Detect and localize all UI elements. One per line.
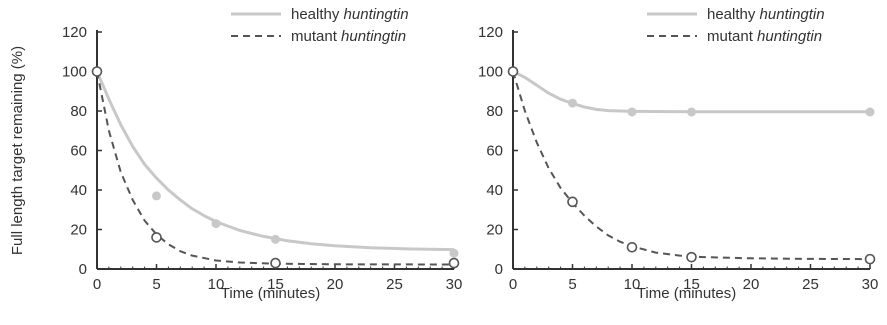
data-point: [627, 107, 637, 117]
chart-panel-2: 0 20 40 60 80 100 120 0 5 10 15 20 25 30 Time (minutes…: [478, 6, 878, 302]
data-point: [507, 66, 519, 77]
y-tick-label: 0: [495, 261, 503, 278]
x-tick-label: 25: [802, 276, 819, 293]
x-tick-label: 10: [208, 276, 225, 293]
chart-panel-1: 0 20 40 60 80 100 120 0 5 10 15 20 25 30 Time (minutes…: [9, 6, 462, 302]
data-point: [449, 248, 459, 258]
y-tick-label: 20: [70, 222, 87, 239]
x-axis-title: Time (minutes): [637, 285, 736, 302]
legend-label-prefix: mutant: [291, 28, 341, 45]
data-point: [271, 234, 280, 244]
data-point: [626, 241, 638, 253]
data-point: [568, 98, 577, 108]
data-point: [211, 219, 221, 229]
y-tick-label: 100: [62, 64, 87, 81]
y-tick-label: 40: [486, 182, 503, 199]
x-tick-label: 15: [267, 276, 284, 293]
x-tick-label: 25: [386, 276, 403, 293]
legend-label-gene: huntingtin: [341, 28, 406, 45]
x-tick-label: 20: [327, 276, 344, 293]
series-fit-line: [96, 71, 455, 266]
x-tick-label: 30: [446, 276, 463, 293]
y-tick-label: 60: [70, 143, 87, 160]
data-point: [448, 257, 460, 269]
x-tick-label: 15: [683, 276, 700, 293]
legend-label-gene: huntingtin: [760, 6, 825, 23]
y-tick-label: 80: [486, 103, 503, 120]
y-tick-label: 120: [62, 24, 87, 41]
legend-label: healthy huntingtin: [707, 6, 825, 23]
x-tick-label: 20: [743, 276, 760, 293]
y-tick-label: 0: [79, 261, 87, 278]
legend-label: healthy huntingtin: [291, 6, 409, 23]
y-axis-title: Full length target remaining (%): [9, 46, 26, 255]
data-point: [270, 257, 281, 269]
y-tick-label: 100: [478, 64, 503, 81]
y-tick-label: 20: [486, 222, 503, 239]
series-healthy: [92, 67, 459, 258]
x-tick-label: 10: [624, 276, 641, 293]
data-point: [865, 107, 875, 117]
legend-label: mutant huntingtin: [291, 28, 406, 45]
legend-label-prefix: healthy: [707, 6, 760, 23]
x-tick-label: 30: [862, 276, 879, 293]
series-healthy: [508, 67, 875, 117]
x-tick-label: 0: [509, 276, 517, 293]
data-point: [91, 66, 103, 77]
data-point: [567, 196, 578, 208]
data-point: [151, 232, 162, 243]
series-fit-line: [512, 71, 871, 261]
y-tick-label: 120: [478, 24, 503, 41]
y-tick-label: 80: [70, 103, 87, 120]
series-fit-line: [512, 70, 870, 114]
y-tick-label: 40: [70, 182, 87, 199]
legend-label: mutant huntingtin: [707, 28, 822, 45]
x-tick-label: 0: [93, 276, 101, 293]
legend-label-prefix: healthy: [291, 6, 344, 23]
series-mutant: [507, 66, 876, 265]
data-point: [686, 251, 697, 263]
legend-label-prefix: mutant: [707, 28, 757, 45]
data-point: [152, 191, 161, 201]
x-tick-label: 5: [568, 276, 576, 293]
series-mutant: [91, 66, 460, 269]
x-tick-label: 5: [152, 276, 160, 293]
legend-label-gene: huntingtin: [757, 28, 822, 45]
y-tick-label: 60: [486, 143, 503, 160]
series-fit-line: [95, 70, 455, 252]
x-axis-title: Time (minutes): [221, 285, 320, 302]
data-point: [864, 253, 876, 265]
legend-label-gene: huntingtin: [344, 6, 409, 23]
data-point: [687, 107, 696, 117]
